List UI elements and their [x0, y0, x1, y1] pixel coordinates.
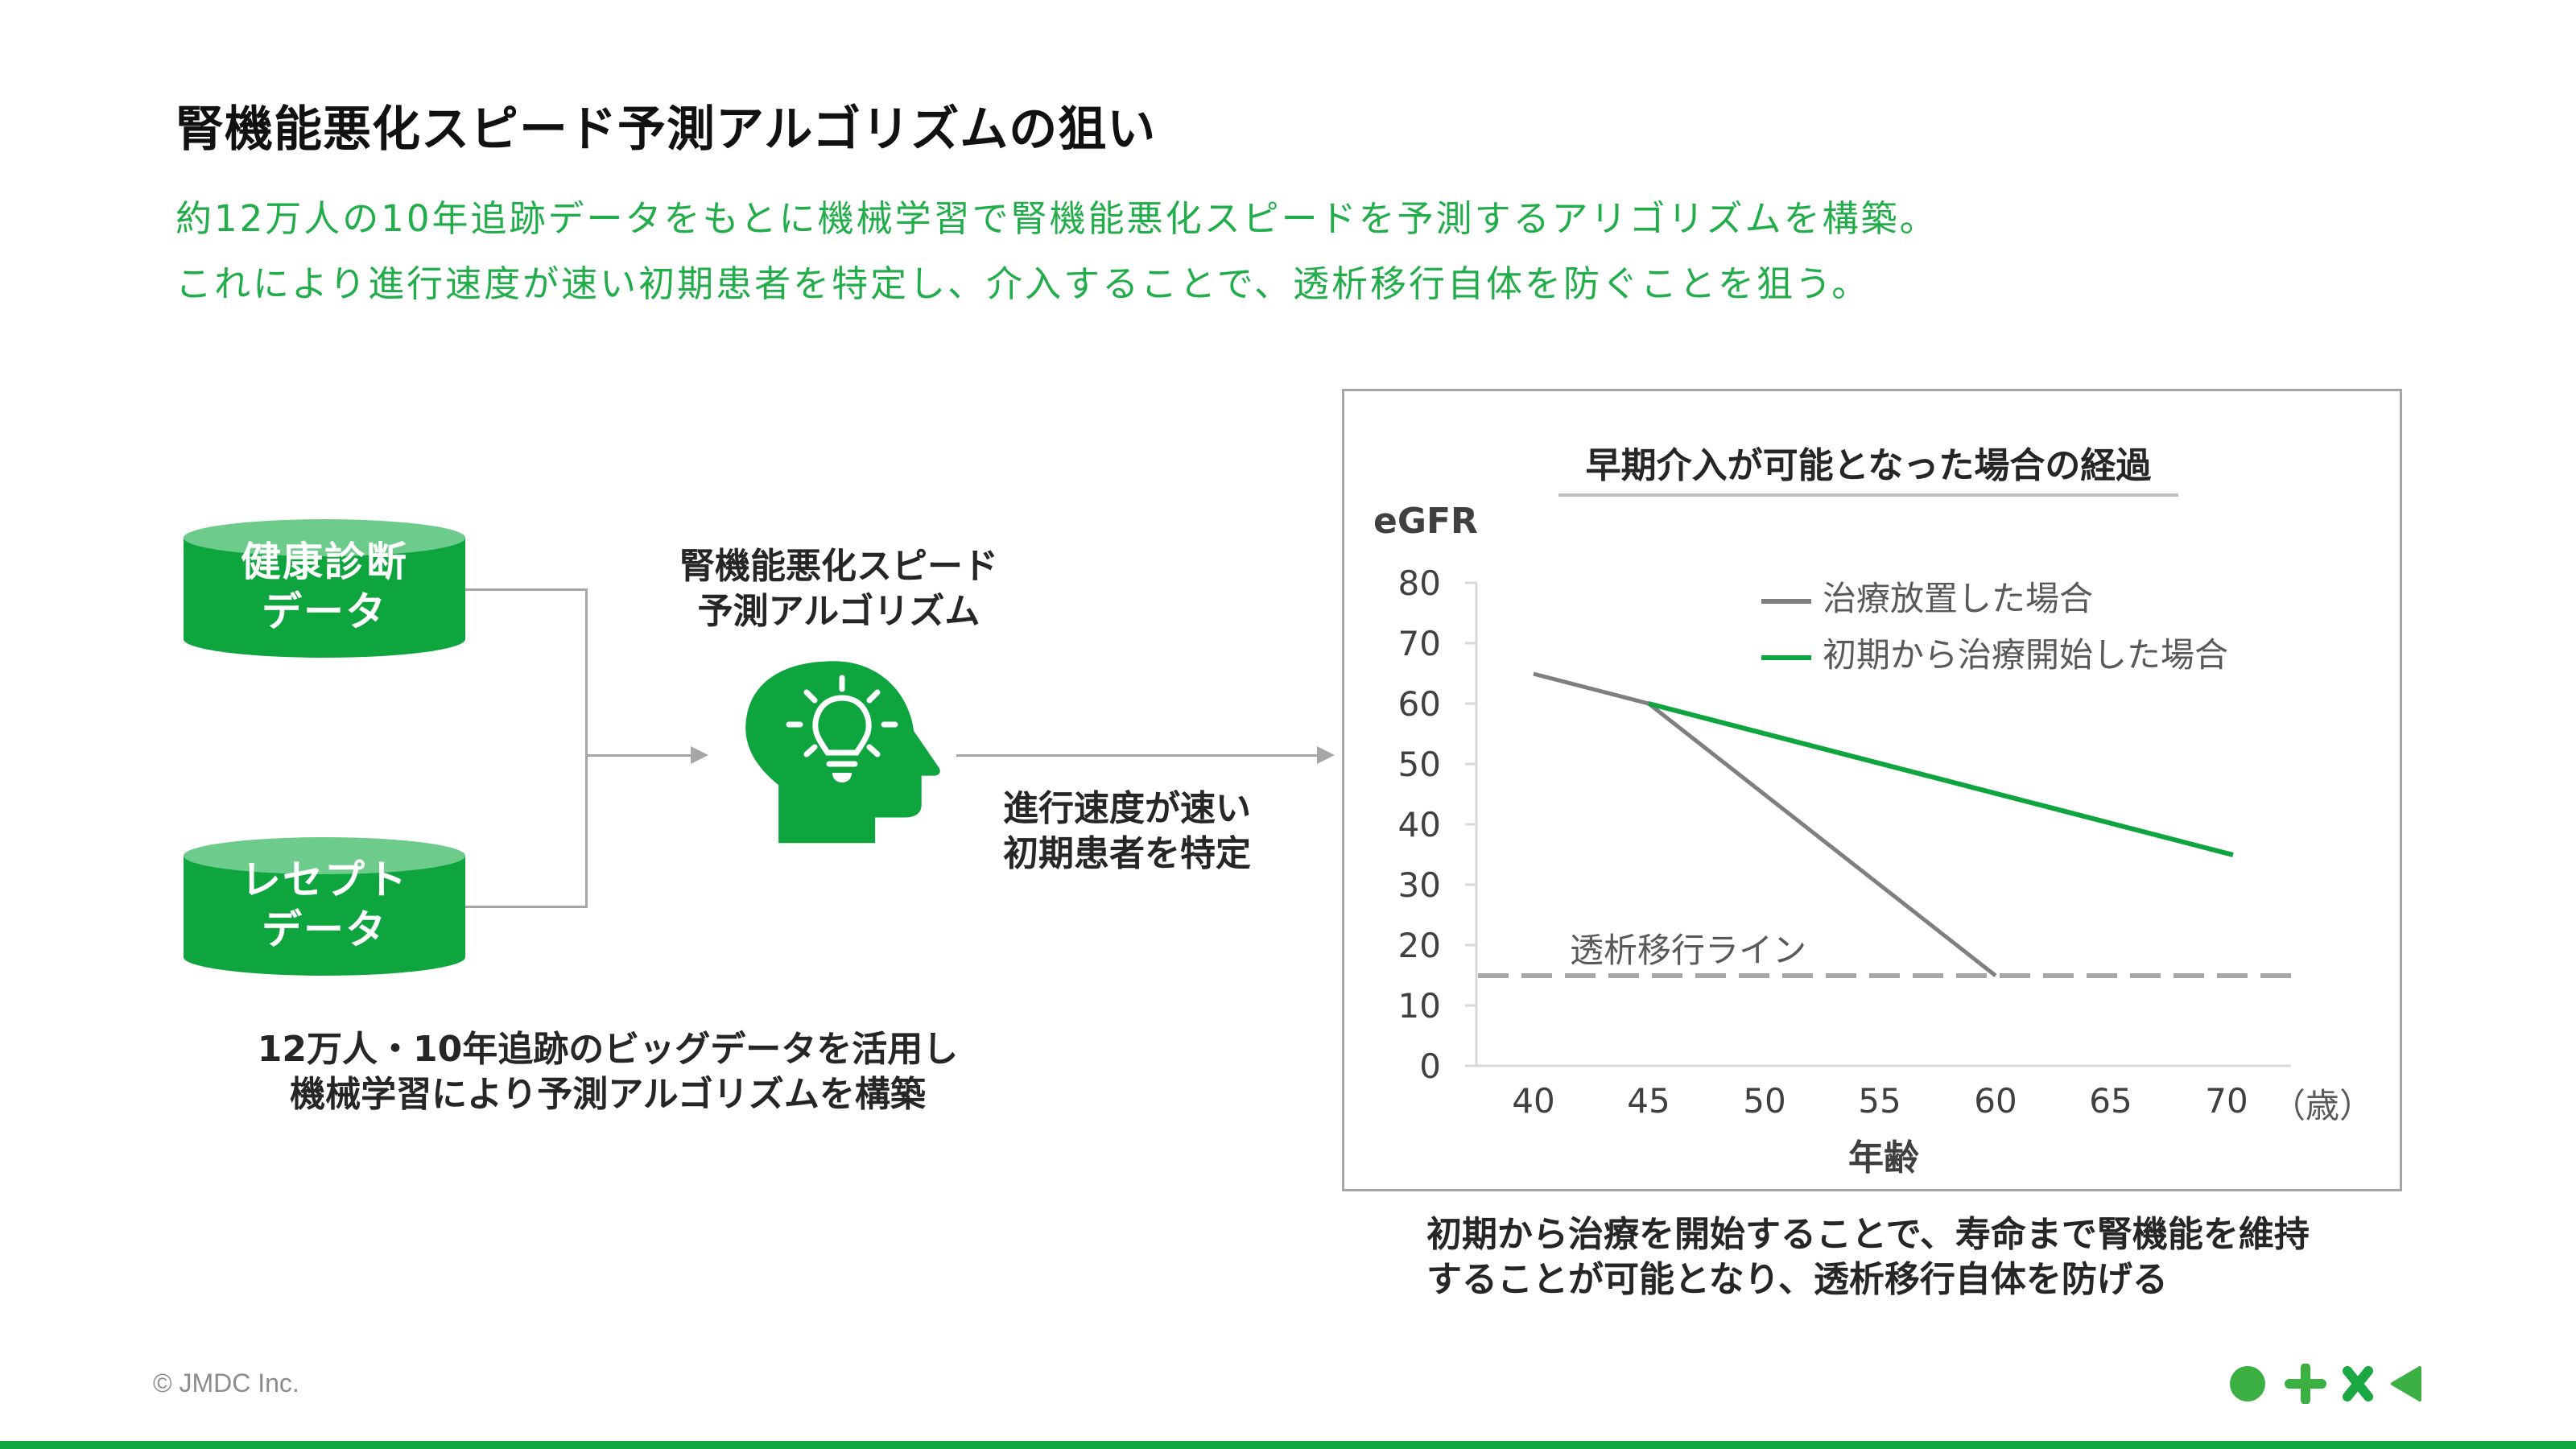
algorithm-label: 腎機能悪化スピード 予測アルゴリズム — [638, 544, 1040, 634]
subtitle-line-2: これにより進行速度が速い初期患者を特定し、介入することで、透析移行自体を防ぐこと… — [175, 262, 1871, 305]
connector-to-chart — [956, 754, 1320, 757]
y-tick: 70 — [1397, 624, 1441, 663]
x-tick: 55 — [1858, 1081, 1901, 1121]
cylinder-label-line-1: 健康診断 — [241, 539, 408, 585]
cylinder-label-line-2: データ — [262, 588, 387, 635]
y-tick: 30 — [1397, 865, 1441, 905]
y-tick: 50 — [1397, 745, 1441, 784]
cylinder-label-line-1: レセプト — [241, 857, 408, 903]
cylinder-label: レセプト データ — [184, 855, 465, 955]
x-tick: 65 — [2089, 1081, 2132, 1121]
series-early-treatment — [1648, 701, 2234, 857]
x-tick: 50 — [1743, 1081, 1786, 1121]
output-label-line-1: 進行速度が速い — [1003, 788, 1251, 829]
circle-icon — [2230, 1366, 2265, 1402]
x-tick: 60 — [1974, 1081, 2017, 1121]
cylinder-top — [184, 837, 465, 874]
y-axis-label: eGFR — [1373, 501, 1478, 542]
diagram-caption-line-2: 機械学習により予測アルゴリズムを構築 — [290, 1074, 926, 1115]
arrowhead-icon — [691, 746, 708, 764]
y-tick: 80 — [1397, 564, 1441, 603]
arrowhead-icon — [1317, 746, 1335, 764]
x-tick: 45 — [1627, 1081, 1670, 1121]
y-tick: 40 — [1397, 805, 1441, 844]
legend-swatch-gray — [1761, 598, 1811, 604]
y-tick: 10 — [1397, 986, 1441, 1026]
cylinder-label-line-2: データ — [262, 906, 387, 953]
connector-top — [465, 588, 588, 591]
connector-vertical — [585, 588, 588, 908]
connector-to-algorithm — [585, 754, 694, 757]
legend-label: 初期から治療開始した場合 — [1823, 635, 2229, 675]
chart-title: 早期介入が可能となった場合の経過 — [1585, 445, 2152, 486]
x-axis-label: 年齢 — [1848, 1137, 1919, 1179]
output-label: 進行速度が速い 初期患者を特定 — [982, 786, 1272, 877]
algorithm-label-line-2: 予測アルゴリズム — [697, 591, 980, 632]
receipt-data-cylinder: レセプト データ — [184, 837, 465, 976]
triangle-left-icon — [2391, 1366, 2421, 1402]
legend-swatch-green — [1761, 654, 1811, 660]
subtitle-line-1: 約12万人の10年追跡データをもとに機械学習で腎機能悪化スピードを予測するアリゴ… — [175, 197, 1938, 240]
y-tick: 60 — [1397, 684, 1441, 724]
y-tick: 20 — [1397, 926, 1441, 965]
legend-item-early-treatment: 初期から治療開始した場合 — [1761, 628, 2228, 677]
cylinder-label: 健康診断 データ — [184, 537, 465, 637]
chart-caption: 初期から治療を開始することで、寿命まで腎機能を維持 することが可能となり、透析移… — [1426, 1212, 2310, 1302]
y-tick: 0 — [1419, 1046, 1441, 1086]
chart-title-underline — [1558, 493, 2178, 497]
dialysis-threshold-label: 透析移行ライン — [1570, 931, 1807, 970]
head-lightbulb-icon — [745, 661, 940, 844]
x-axis-unit: （歳） — [2272, 1086, 2374, 1125]
copyright-text: © JMDC Inc. — [153, 1368, 299, 1397]
diagram-caption-line-1: 12万人・10年追跡のビッグデータを活用し — [257, 1029, 959, 1070]
legend-item-untreated: 治療放置した場合 — [1761, 572, 2093, 621]
output-label-line-2: 初期患者を特定 — [1003, 833, 1251, 874]
chart-frame — [1342, 389, 2402, 1191]
page-title: 腎機能悪化スピード予測アルゴリズムの狙い — [175, 101, 1157, 158]
chart-caption-line-1: 初期から治療を開始することで、寿命まで腎機能を維持 — [1426, 1214, 2310, 1255]
connector-bottom — [465, 906, 588, 908]
algorithm-label-line-1: 腎機能悪化スピード — [679, 546, 998, 587]
legend-label: 治療放置した場合 — [1823, 579, 2094, 618]
diagram-caption: 12万人・10年追跡のビッグデータを活用し 機械学習により予測アルゴリズムを構築 — [205, 1027, 1010, 1117]
plus-icon — [2285, 1364, 2326, 1404]
footer-bar — [0, 1441, 2576, 1449]
chart-caption-line-2: することが可能となり、透析移行自体を防げる — [1426, 1259, 2168, 1300]
cross-icon — [2343, 1366, 2373, 1402]
x-tick: 70 — [2205, 1081, 2248, 1121]
line-chart-plot — [1465, 581, 2291, 1067]
cylinder-top — [184, 519, 465, 556]
x-tick: 40 — [1512, 1081, 1555, 1121]
brand-icons — [2230, 1364, 2421, 1404]
health-checkup-data-cylinder: 健康診断 データ — [184, 519, 465, 658]
